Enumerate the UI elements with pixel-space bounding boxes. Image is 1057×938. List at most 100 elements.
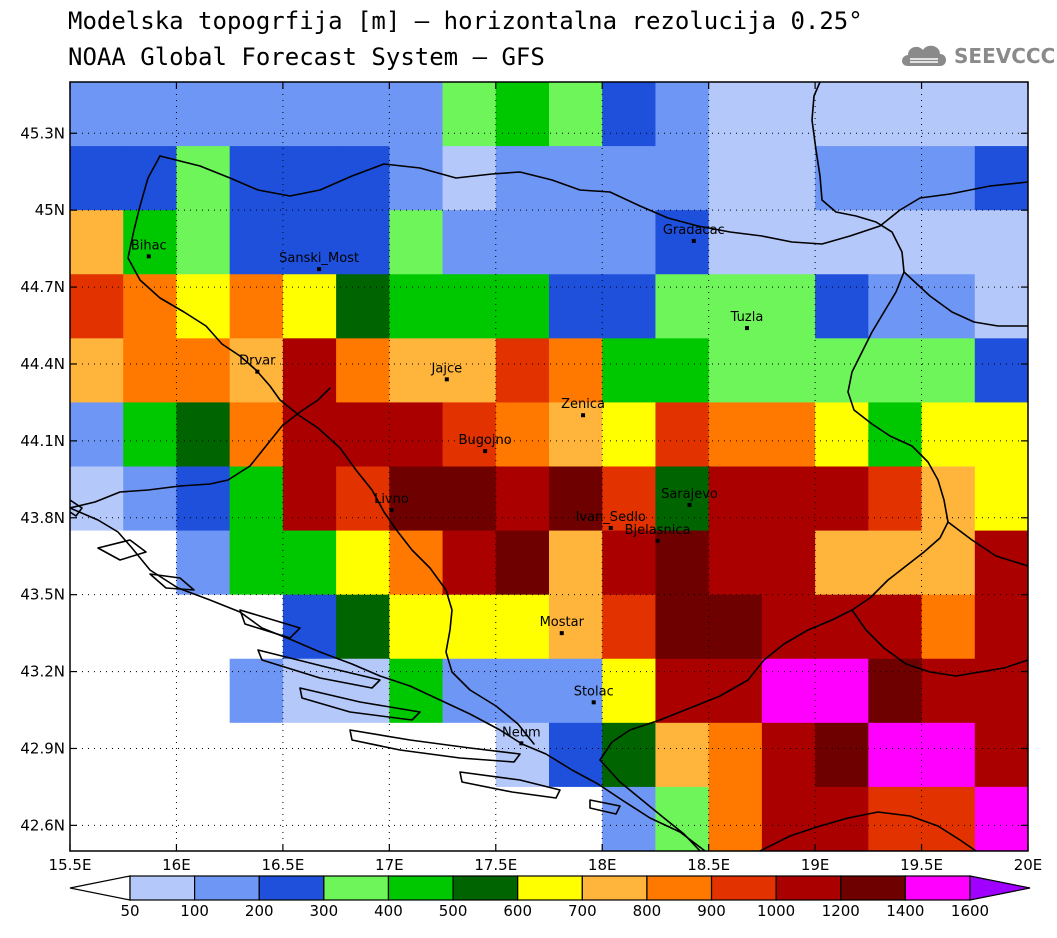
grid-cell [549, 530, 603, 596]
y-tick-label: 42.6N [20, 816, 65, 834]
grid-cell [815, 402, 869, 468]
grid-cell [815, 274, 869, 339]
city-marker [581, 413, 586, 418]
grid-cell [549, 466, 603, 532]
colorbar-label: 1600 [951, 902, 989, 920]
seevccc-logo: SEEVCCC [898, 38, 1055, 74]
grid-cell [761, 274, 816, 339]
grid-cell [282, 402, 337, 468]
grid-cell [123, 82, 178, 147]
y-tick-label: 44.4N [20, 355, 65, 373]
grid-cell [176, 786, 231, 851]
colorbar-swatch [581, 875, 648, 901]
grid-cell [70, 786, 124, 851]
grid-cell [282, 594, 337, 660]
grid-cell [761, 338, 816, 404]
grid-cell [868, 594, 923, 660]
grid-cell [442, 722, 497, 788]
colorbar-label: 600 [503, 902, 532, 920]
grid-cell [921, 274, 976, 339]
city-marker [744, 326, 749, 331]
colorbar-label: 500 [439, 902, 468, 920]
grid-cell [815, 82, 869, 147]
x-tick-label: 15.5E [49, 856, 92, 874]
grid-cell [815, 658, 869, 724]
grid-cell [655, 594, 710, 660]
grid-cell [495, 274, 550, 339]
city-label: Stolac [574, 684, 614, 699]
grid-cell [761, 786, 816, 851]
grid-cell [549, 786, 603, 851]
grid-cell [495, 402, 550, 468]
grid-cell [868, 274, 923, 339]
y-tick-label: 44.1N [20, 432, 65, 450]
city-marker [691, 238, 696, 243]
grid-cell [602, 786, 657, 851]
colorbar: 50 100 200 300 400 500 600 700 800 900 1000 1200 140… [69, 875, 1031, 920]
grid-cell [389, 338, 444, 404]
grid-cell [974, 274, 1028, 339]
grid-cell [70, 594, 124, 660]
grid-cell [655, 658, 710, 724]
colorbar-swatch [129, 875, 196, 901]
grid-cell [229, 82, 284, 147]
grid-cell [389, 466, 444, 532]
grid-cell [336, 274, 390, 339]
grid-cell [708, 466, 763, 532]
city-label: Ivan_Sedlo [576, 510, 646, 525]
grid-cell [815, 466, 869, 532]
grid-cell [70, 338, 124, 404]
logo-text: SEEVCCC [954, 44, 1056, 68]
grid-cell [815, 722, 869, 788]
grid-cell [495, 658, 550, 724]
y-tick-label: 43.5N [20, 586, 65, 604]
grid-cell [70, 722, 124, 788]
grid-cell [336, 210, 390, 275]
grid-cell [921, 210, 976, 275]
city-label: Bjelasnica [625, 523, 691, 538]
grid-cell [708, 210, 763, 275]
grid-cell [868, 658, 923, 724]
city-marker [655, 538, 660, 543]
colorbar-swatch [646, 875, 713, 901]
grid-cell [495, 338, 550, 404]
grid-cell [176, 402, 231, 468]
grid-cell [708, 82, 763, 147]
grid-cell [602, 82, 657, 147]
grid-cell [761, 466, 816, 532]
grid-cell [974, 338, 1028, 404]
grid-cell [868, 530, 923, 596]
grid-cell [123, 658, 178, 724]
grid-cell [495, 466, 550, 532]
grid-cell [655, 274, 710, 339]
map-frame [69, 81, 1029, 852]
colorbar-swatch [387, 875, 454, 901]
grid-cell [602, 722, 657, 788]
grid-cell [602, 594, 657, 660]
grid-cell [761, 82, 816, 147]
colorbar-swatch [840, 875, 906, 901]
grid-cell [868, 722, 923, 788]
city-label: Gradacac [663, 223, 725, 238]
x-tick-label: 17.5E [474, 856, 517, 874]
grid-cell [549, 274, 603, 339]
grid-cell [389, 146, 444, 211]
grid-cell [495, 594, 550, 660]
colorbar-swatch [517, 875, 583, 901]
grid-cell [815, 338, 869, 404]
grid-cell [389, 274, 444, 339]
grid-cell [655, 146, 710, 211]
grid-cell [336, 722, 390, 788]
city-markers: Bihac Sanski_Most Gradacac Tuzla Drvar Jajce Z… [131, 223, 763, 746]
city-marker [389, 508, 394, 513]
grid-cell [974, 594, 1028, 660]
grid-cell [921, 594, 976, 660]
grid-cell [761, 402, 816, 468]
grid-cell [336, 146, 390, 211]
grid-cell [708, 274, 763, 339]
grid-cell [761, 530, 816, 596]
x-tick-label: 18.5E [687, 856, 730, 874]
grid-cell [974, 82, 1028, 147]
grid-cell [655, 786, 710, 851]
grid-cell [176, 146, 231, 211]
